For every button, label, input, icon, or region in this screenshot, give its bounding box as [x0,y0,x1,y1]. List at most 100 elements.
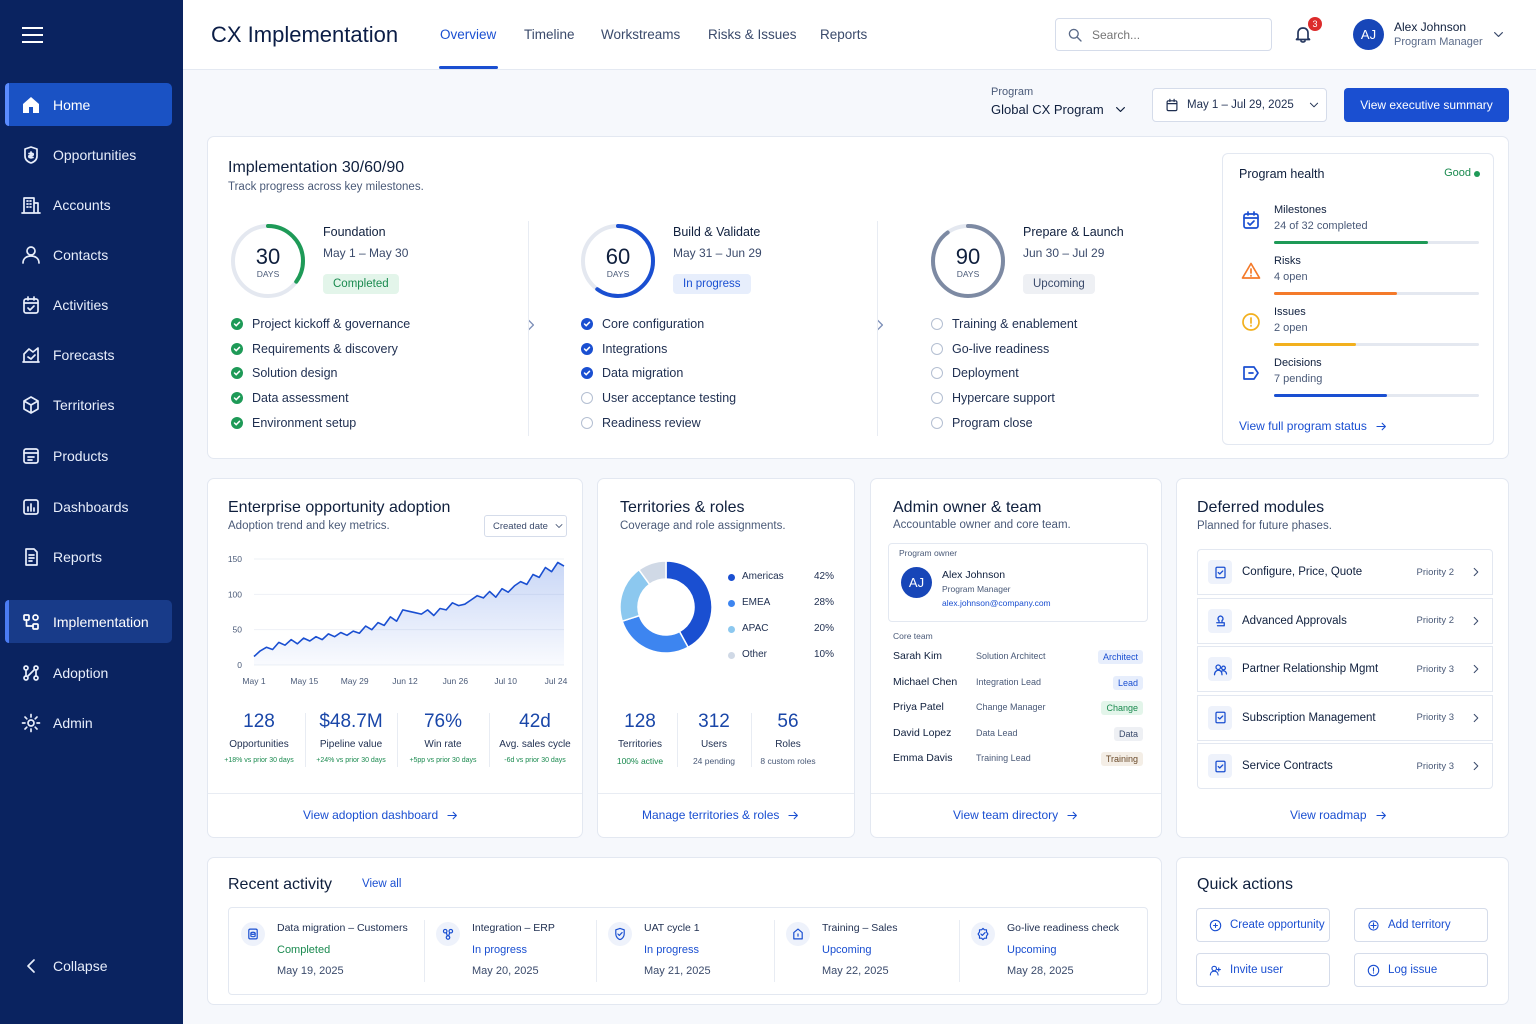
health-status: Good [1444,167,1471,179]
sidebar-item-home[interactable]: Home [5,83,172,126]
sidebar-item-accounts[interactable]: Accounts [5,183,172,226]
collapse-button[interactable]: Collapse [5,944,172,987]
card-title: Recent activity [228,876,333,893]
kpi-sub: 24 pending [692,756,736,766]
task-item: Data assessment [231,391,349,405]
activity-item[interactable]: Data migration – Customers Completed May 1… [229,908,424,994]
report-icon [21,547,41,567]
link-label: Manage territories & roles [642,808,780,822]
program-select[interactable]: Global CX Program [991,102,1127,117]
kpi-label: Win rate [424,739,462,750]
date-range-picker[interactable]: May 1 – Jul 29, 2025 [1152,88,1327,122]
sidebar-item-forecasts[interactable]: Forecasts [5,333,172,376]
alert-circle-icon [1241,312,1261,332]
view-executive-summary-button[interactable]: View executive summary [1344,88,1509,122]
quick-action-button[interactable]: Log issue [1354,953,1488,987]
search-icon [1067,27,1083,43]
module-icon-box [1208,754,1232,778]
task-item: Core configuration [581,317,704,331]
phase-days-label: DAYS [256,269,280,279]
activity-icon-box [241,922,265,946]
sidebar-item-admin[interactable]: Admin [5,701,172,744]
chevron-down-icon[interactable] [1492,28,1505,41]
activity-item[interactable]: UAT cycle 1 In progress May 21, 2025 [596,908,774,994]
sidebar-item-label: Opportunities [53,146,137,163]
legend-label: EMEA [742,597,771,608]
kpi-label: Opportunities [229,739,289,750]
quick-action-button[interactable]: Create opportunity [1196,908,1330,942]
empty-circle-icon [931,318,943,330]
sidebar-item-adoption[interactable]: Adoption [5,651,172,694]
sidebar-item-label: Adoption [53,664,109,681]
search-box[interactable] [1055,18,1272,51]
calendar-check-icon [21,295,41,315]
sidebar-item-opportunities[interactable]: Opportunities [5,133,172,176]
implementation-icon [21,612,41,632]
sidebar-item-products[interactable]: Products [5,434,172,477]
manage-territories-link[interactable]: Manage territories & roles [642,808,800,822]
owner-email-link[interactable]: alex.johnson@company.com [942,598,1051,608]
member-name: Michael Chen [893,675,958,688]
link-label: View roadmap [1290,808,1367,822]
task-label: User acceptance testing [602,391,737,406]
sidebar-item-dashboards[interactable]: Dashboards [5,485,172,528]
menu-icon[interactable] [22,26,43,44]
tab-workstreams[interactable]: Workstreams [601,27,681,42]
x-tick-label: Jun 12 [392,676,418,686]
divider [489,713,490,767]
activity-date: May 20, 2025 [472,965,539,977]
core-team-label: Core team [893,631,933,641]
divider [596,920,597,982]
view-roadmap-link[interactable]: View roadmap [1290,808,1388,822]
module-row[interactable]: Advanced Approvals Priority 2 [1197,597,1493,644]
sidebar-item-contacts[interactable]: Contacts [5,233,172,276]
priority-label: Priority 3 [1416,760,1454,772]
activity-icon-box [436,922,460,946]
tab-timeline[interactable]: Timeline [524,27,575,42]
tab-risks-issues[interactable]: Risks & Issues [708,27,797,42]
priority-label: Priority 2 [1416,566,1454,578]
view-team-directory-link[interactable]: View team directory [953,808,1079,822]
sidebar-item-reports[interactable]: Reports [5,535,172,578]
legend-value: 20% [813,623,834,634]
module-name: Configure, Price, Quote [1242,566,1363,578]
view-program-status-link[interactable]: View full program status [1239,419,1388,433]
activity-item[interactable]: Training – Sales Upcoming May 22, 2025 [774,908,959,994]
view-all-link[interactable]: View all [362,878,402,890]
module-row[interactable]: Partner Relationship Mgmt Priority 3 [1197,646,1493,692]
quick-action-button[interactable]: Add territory [1354,908,1488,942]
opportunity-add-icon [1209,919,1222,932]
activity-item[interactable]: Integration – ERP In progress May 20, 2025 [424,908,596,994]
readiness-icon [976,927,990,941]
tab-overview[interactable]: Overview [440,27,497,42]
divider [871,793,1161,794]
created-date-dropdown[interactable]: Created date [484,515,567,537]
ring-progress [231,224,305,298]
search-input[interactable] [1092,27,1242,42]
sidebar-item-territories[interactable]: Territories [5,383,172,426]
health-item-value: 2 open [1274,322,1308,334]
quick-action-button[interactable]: Invite user [1196,953,1330,987]
health-item-value: 4 open [1274,271,1308,283]
module-row[interactable]: Service Contracts Priority 3 [1197,743,1493,789]
check-circle-icon [231,416,243,429]
task-label: Program close [952,415,1033,430]
module-name: Service Contracts [1242,760,1333,772]
module-icon-box [1208,657,1232,681]
sidebar-item-activities[interactable]: Activities [5,283,172,326]
sidebar-item-implementation[interactable]: Implementation [5,600,172,643]
module-row[interactable]: Configure, Price, Quote Priority 2 [1197,549,1493,595]
bell-icon[interactable] [1293,24,1313,44]
module-row[interactable]: Subscription Management Priority 3 [1197,694,1493,741]
task-label: Training & enablement [952,317,1078,331]
quick-actions-card: Quick actions Create opportunity Add terr… [1176,857,1509,1005]
y-tick-label: 150 [228,554,242,564]
avatar[interactable]: AJ [1353,19,1384,50]
tab-reports[interactable]: Reports [820,27,868,42]
database-icon [246,927,260,941]
activity-item[interactable]: Go-live readiness check Upcoming May 28, 2… [959,908,1149,994]
user-name: Alex Johnson [1394,20,1467,34]
role-tag: Training [1100,752,1143,766]
view-adoption-dashboard-link[interactable]: View adoption dashboard [303,808,459,822]
sidebar-item-label: Forecasts [53,346,115,363]
